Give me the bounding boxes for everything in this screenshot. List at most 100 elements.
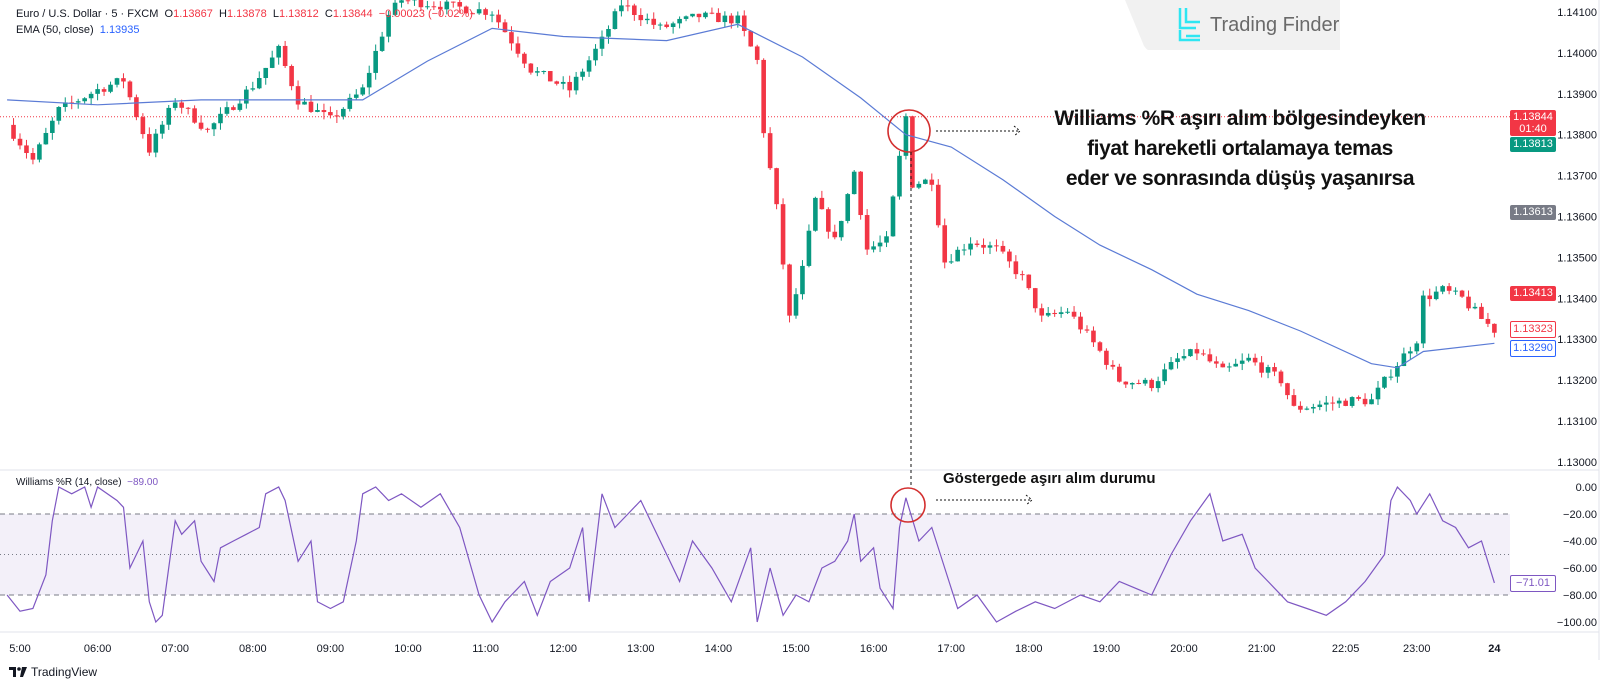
candle-body[interactable]: [431, 6, 437, 8]
candle-body[interactable]: [347, 97, 353, 109]
candle-body[interactable]: [37, 144, 42, 160]
candle-body[interactable]: [1298, 405, 1303, 410]
candle-body[interactable]: [302, 101, 307, 105]
candle-body[interactable]: [1220, 363, 1226, 368]
candle-body[interactable]: [282, 45, 288, 67]
candle-body[interactable]: [489, 14, 495, 16]
candle-body[interactable]: [185, 107, 191, 109]
candle-body[interactable]: [1427, 295, 1433, 300]
candle-body[interactable]: [1162, 369, 1167, 382]
candle-body[interactable]: [231, 107, 236, 110]
candle-body[interactable]: [599, 36, 605, 49]
candle-body[interactable]: [1233, 363, 1239, 367]
candle-body[interactable]: [1039, 308, 1045, 316]
candle-body[interactable]: [838, 220, 844, 238]
candle-body[interactable]: [1188, 349, 1193, 357]
candle-body[interactable]: [515, 43, 521, 54]
candle-body[interactable]: [1155, 381, 1161, 389]
candle-body[interactable]: [1026, 274, 1032, 289]
candle-body[interactable]: [690, 13, 695, 17]
candle-body[interactable]: [832, 231, 838, 238]
symbol-legend[interactable]: Euro / U.S. Dollar · 5 · FXCM O1.13867 H…: [16, 8, 473, 20]
candle-body[interactable]: [62, 102, 68, 108]
candle-body[interactable]: [405, 0, 411, 2]
candle-body[interactable]: [30, 153, 36, 160]
candle-body[interactable]: [24, 145, 29, 154]
candle-body[interactable]: [218, 113, 223, 124]
candle-body[interactable]: [1304, 408, 1310, 410]
candle-body[interactable]: [709, 12, 715, 14]
candle-body[interactable]: [237, 103, 243, 110]
candle-body[interactable]: [1485, 318, 1491, 324]
candle-body[interactable]: [767, 133, 773, 169]
candle-body[interactable]: [353, 94, 359, 98]
candle-body[interactable]: [1104, 350, 1109, 365]
candle-body[interactable]: [994, 245, 999, 247]
candle-body[interactable]: [670, 23, 676, 27]
candle-body[interactable]: [1492, 323, 1497, 333]
candle-body[interactable]: [153, 133, 159, 153]
candle-body[interactable]: [438, 6, 443, 10]
candle-body[interactable]: [826, 209, 831, 232]
candle-body[interactable]: [11, 124, 16, 139]
candle-body[interactable]: [198, 122, 204, 129]
candle-body[interactable]: [444, 1, 450, 10]
candle-body[interactable]: [127, 81, 133, 98]
candle-body[interactable]: [580, 71, 585, 77]
candle-body[interactable]: [470, 13, 475, 15]
candle-body[interactable]: [683, 16, 689, 19]
candle-body[interactable]: [1414, 343, 1420, 352]
candle-body[interactable]: [1349, 397, 1355, 406]
candle-body[interactable]: [1149, 379, 1154, 389]
candle-body[interactable]: [1071, 311, 1077, 317]
candle-body[interactable]: [75, 101, 81, 103]
candle-body[interactable]: [1259, 362, 1264, 373]
candle-body[interactable]: [1330, 402, 1336, 404]
candle-body[interactable]: [729, 15, 734, 24]
candle-body[interactable]: [942, 225, 948, 263]
candle-body[interactable]: [1181, 356, 1187, 359]
candle-body[interactable]: [1097, 342, 1103, 351]
candle-body[interactable]: [612, 11, 618, 29]
candle-body[interactable]: [761, 59, 766, 134]
candle-body[interactable]: [166, 107, 172, 125]
candle-body[interactable]: [1401, 353, 1407, 367]
candle-body[interactable]: [140, 117, 146, 135]
candle-body[interactable]: [871, 246, 876, 250]
candle-body[interactable]: [1420, 295, 1426, 344]
candle-body[interactable]: [560, 81, 566, 84]
candle-body[interactable]: [483, 9, 488, 15]
candle-body[interactable]: [250, 88, 256, 90]
candle-body[interactable]: [774, 168, 779, 205]
candle-body[interactable]: [981, 244, 986, 248]
candle-body[interactable]: [1408, 351, 1413, 354]
candle-body[interactable]: [50, 120, 55, 133]
candle-body[interactable]: [147, 134, 152, 153]
candle-body[interactable]: [1007, 251, 1012, 262]
candle-body[interactable]: [82, 98, 87, 102]
candle-body[interactable]: [1123, 381, 1129, 385]
candle-body[interactable]: [1362, 398, 1368, 405]
candle-body[interactable]: [1052, 312, 1057, 315]
candle-body[interactable]: [800, 265, 805, 295]
candle-body[interactable]: [787, 264, 792, 316]
candle-body[interactable]: [315, 110, 320, 112]
candle-body[interactable]: [547, 71, 553, 82]
candle-body[interactable]: [858, 171, 863, 216]
candle-body[interactable]: [1032, 288, 1038, 309]
candle-body[interactable]: [1466, 296, 1471, 309]
candle-body[interactable]: [541, 71, 547, 73]
candle-body[interactable]: [813, 197, 818, 231]
candle-body[interactable]: [457, 2, 463, 7]
candle-body[interactable]: [1291, 395, 1297, 406]
candle-body[interactable]: [793, 294, 799, 316]
candle-body[interactable]: [716, 12, 721, 23]
candle-body[interactable]: [1311, 406, 1316, 409]
candle-body[interactable]: [172, 102, 178, 108]
candle-body[interactable]: [1194, 349, 1200, 354]
candle-body[interactable]: [276, 45, 281, 58]
candle-body[interactable]: [955, 249, 960, 262]
candle-body[interactable]: [95, 89, 100, 94]
candle-body[interactable]: [334, 115, 340, 117]
candle-body[interactable]: [1129, 383, 1135, 385]
